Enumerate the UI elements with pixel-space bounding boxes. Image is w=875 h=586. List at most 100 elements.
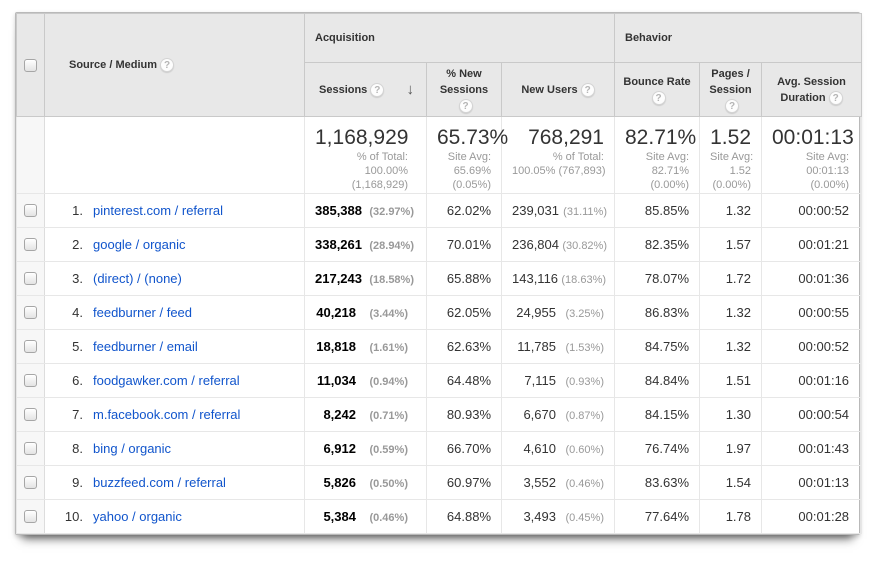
sessions-percent: (0.94%)	[369, 376, 408, 388]
column-header-pct-new-sessions[interactable]: % New Sessions ?	[426, 62, 502, 117]
sessions-value: 40,218	[316, 305, 356, 320]
table-row: 10. yahoo / organic 5,384 (0.46%) 64.88% …	[16, 499, 863, 534]
sessions-header-label: Sessions	[319, 83, 368, 96]
row-checkbox[interactable]	[24, 476, 37, 489]
behavior-group-label: Behavior	[625, 32, 673, 44]
new-users-percent: (30.82%)	[562, 240, 607, 252]
row-checkbox-cell	[16, 499, 45, 534]
source-medium-cell: 7. m.facebook.com / referral	[44, 397, 305, 432]
source-medium-link[interactable]: foodgawker.com / referral	[93, 373, 240, 388]
sessions-total-note: % of Total:	[356, 151, 408, 163]
help-icon[interactable]: ?	[580, 82, 595, 97]
new-users-percent: (0.87%)	[565, 410, 604, 422]
source-medium-link[interactable]: m.facebook.com / referral	[93, 407, 241, 422]
source-medium-link[interactable]: pinterest.com / referral	[93, 203, 224, 218]
new-users-cell: 3,552 (0.46%)	[501, 465, 615, 500]
row-checkbox[interactable]	[24, 340, 37, 353]
help-icon[interactable]: ?	[160, 58, 175, 72]
row-checkbox[interactable]	[24, 442, 37, 455]
pct-new-sessions-cell: 80.93%	[426, 397, 502, 432]
bounce-rate-cell: 82.35%	[614, 227, 700, 262]
row-rank: 9.	[72, 475, 83, 490]
column-header-source-medium[interactable]: Source / Medium?	[44, 13, 305, 117]
pct-new-sessions-cell: 70.01%	[426, 227, 502, 262]
row-checkbox[interactable]	[24, 510, 37, 523]
pct-new-sessions-total-note: (0.05%)	[452, 179, 491, 191]
row-checkbox-cell	[16, 193, 45, 228]
new-users-total-note: 100.05% (767,893)	[512, 165, 606, 177]
new-users-total-note: % of Total:	[552, 151, 604, 163]
sessions-cell: 40,218 (3.44%)	[304, 295, 427, 330]
row-checkbox[interactable]	[24, 408, 37, 421]
avg-session-duration-cell: 00:00:54	[760, 397, 863, 432]
row-checkbox[interactable]	[24, 204, 37, 217]
row-checkbox-cell	[16, 261, 45, 296]
source-medium-link[interactable]: google / organic	[93, 237, 186, 252]
row-checkbox[interactable]	[24, 306, 37, 319]
source-medium-header-label: Source / Medium	[69, 58, 158, 71]
bounce-rate-total-note: Site Avg:	[645, 151, 689, 163]
column-header-avg-session-duration[interactable]: Avg. Session Duration?	[760, 62, 863, 117]
pages-session-cell: 1.51	[699, 363, 762, 398]
help-icon[interactable]: ?	[458, 98, 473, 113]
new-users-value: 4,610	[523, 441, 556, 456]
avg-session-duration-cell: 00:01:36	[760, 261, 863, 296]
help-icon[interactable]: ?	[370, 82, 385, 97]
column-header-bounce-rate[interactable]: Bounce Rate ?	[614, 62, 700, 117]
row-rank: 10.	[64, 509, 83, 524]
pages-session-total-note: (0.00%)	[712, 179, 751, 191]
row-checkbox[interactable]	[24, 238, 37, 251]
column-header-pages-session[interactable]: Pages / Session ?	[699, 62, 762, 117]
help-icon[interactable]: ?	[828, 90, 843, 105]
new-users-percent: (31.11%)	[563, 206, 607, 218]
sessions-percent: (0.46%)	[369, 512, 408, 524]
source-medium-link[interactable]: buzzfeed.com / referral	[93, 475, 226, 490]
group-header-acquisition: Acquisition	[304, 13, 615, 63]
bounce-rate-header-label: Bounce Rate	[623, 75, 691, 88]
sort-descending-icon[interactable]: ↓	[406, 80, 415, 98]
source-medium-link[interactable]: yahoo / organic	[93, 509, 182, 524]
sessions-total-note: 100.00%	[364, 165, 408, 177]
sessions-cell: 18,818 (1.61%)	[304, 329, 427, 364]
column-header-new-users[interactable]: New Users?	[501, 62, 615, 117]
select-all-checkbox[interactable]	[24, 58, 37, 72]
avg-session-duration-cell: 00:00:55	[760, 295, 863, 330]
pages-session-cell: 1.30	[699, 397, 762, 432]
table-row: 5. feedburner / email 18,818 (1.61%) 62.6…	[16, 329, 863, 364]
sessions-value: 11,034	[316, 373, 356, 388]
row-checkbox[interactable]	[24, 272, 37, 285]
pct-new-sessions-total-note: Site Avg:	[447, 151, 491, 163]
new-users-cell: 24,955 (3.25%)	[501, 295, 615, 330]
sessions-cell: 11,034 (0.94%)	[304, 363, 427, 398]
sessions-cell: 385,388 (32.97%)	[304, 193, 427, 228]
table-body: 1,168,929 % of Total: 100.00% (1,168,929…	[16, 116, 863, 534]
sessions-cell: 217,243 (18.58%)	[304, 261, 427, 296]
source-medium-link[interactable]: bing / organic	[93, 441, 172, 456]
source-medium-link[interactable]: (direct) / (none)	[93, 271, 182, 286]
group-header-behavior: Behavior	[613, 13, 863, 63]
help-icon[interactable]: ?	[651, 90, 666, 105]
sessions-value: 18,818	[316, 339, 356, 354]
row-rank: 1.	[72, 203, 83, 218]
pages-session-cell: 1.54	[699, 465, 762, 500]
sessions-percent: (28.94%)	[369, 240, 414, 252]
row-checkbox[interactable]	[24, 374, 37, 387]
sessions-percent: (0.50%)	[369, 478, 408, 490]
pages-session-total-note: Site Avg:	[710, 151, 754, 163]
avg-session-duration-cell: 00:00:52	[760, 193, 863, 228]
new-users-percent: (0.46%)	[565, 478, 604, 490]
sessions-value: 5,384	[323, 509, 356, 524]
source-medium-link[interactable]: feedburner / feed	[93, 305, 193, 320]
summary-pct-new-sessions-cell: 65.73% Site Avg: 65.69% (0.05%)	[426, 116, 508, 194]
column-header-sessions[interactable]: Sessions? ↓	[304, 62, 427, 117]
avg-session-duration-cell: 00:01:16	[760, 363, 863, 398]
avg-session-duration-total-note: Site Avg:	[805, 151, 850, 163]
summary-new-users-cell: 768,291 % of Total: 100.05% (767,893)	[501, 116, 615, 194]
row-checkbox-cell	[16, 295, 45, 330]
source-medium-link[interactable]: feedburner / email	[93, 339, 198, 354]
row-rank: 7.	[72, 407, 83, 422]
avg-session-duration-total-note: 00:01:13	[806, 165, 850, 177]
source-medium-cell: 2. google / organic	[44, 227, 305, 262]
help-icon[interactable]: ?	[725, 98, 739, 113]
row-checkbox-cell	[16, 397, 45, 432]
